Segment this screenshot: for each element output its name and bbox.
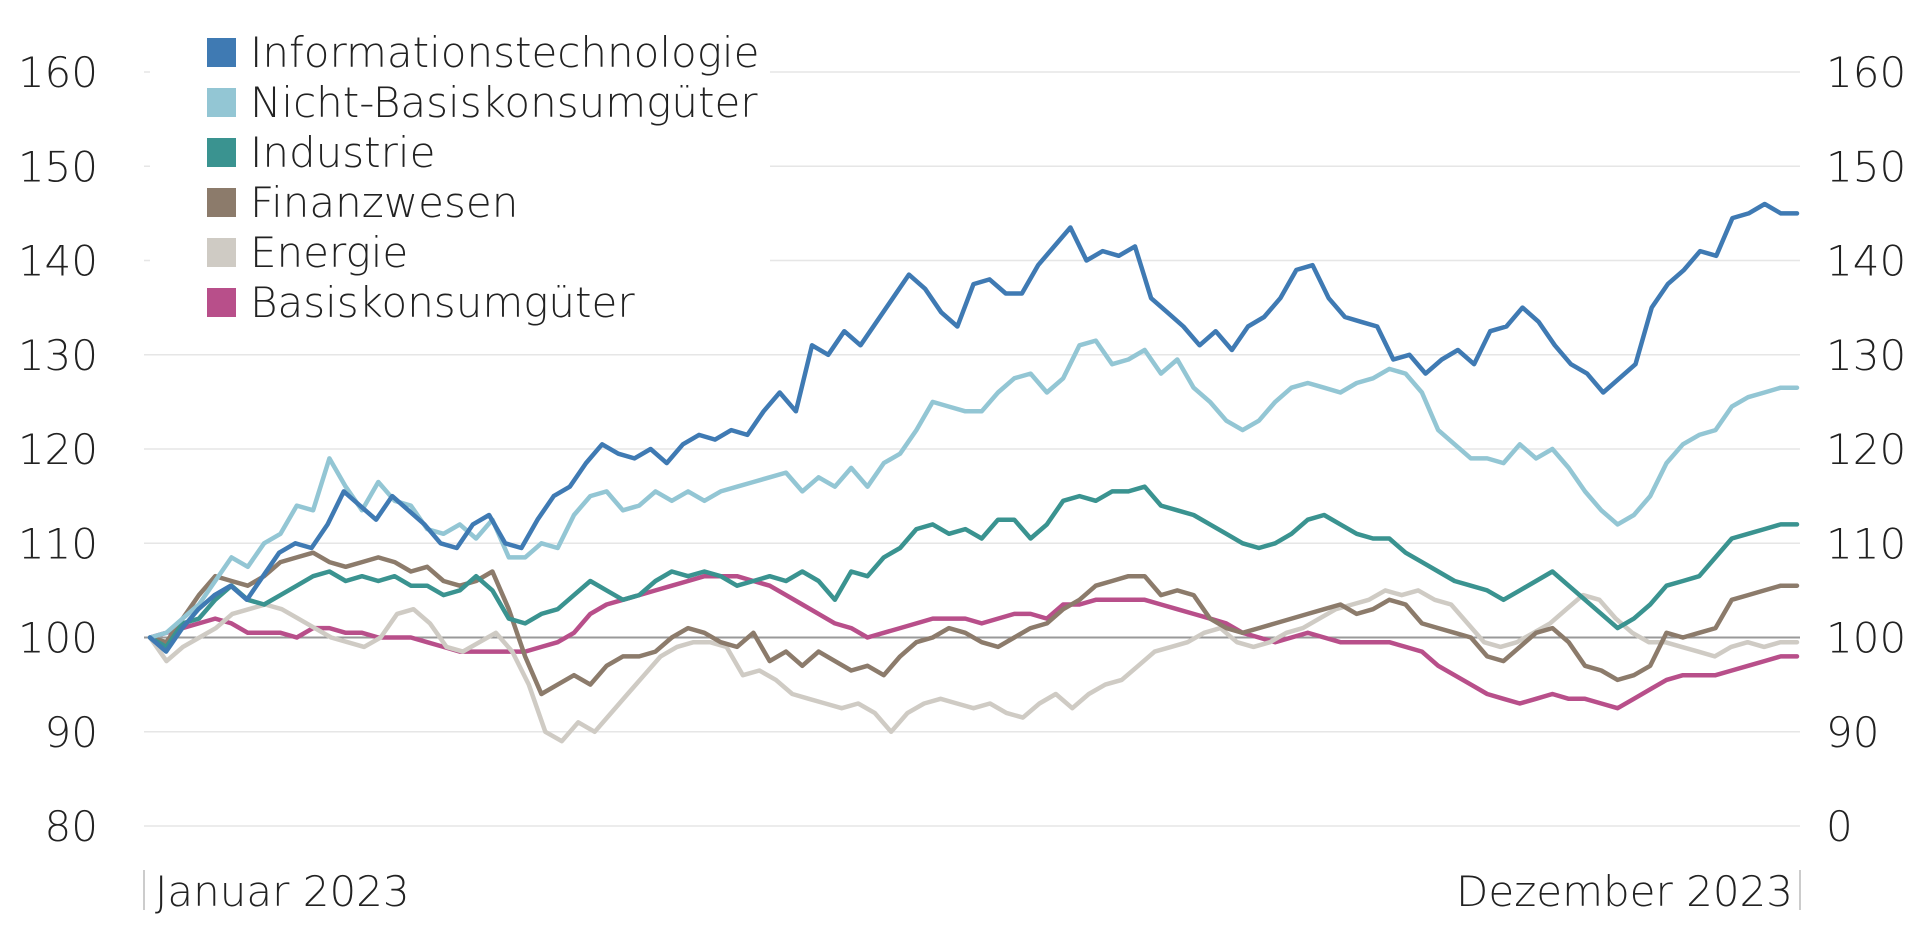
series-line-energie [147, 588, 1800, 744]
series-line-nicht-basiskonsumg-ter [147, 338, 1800, 640]
legend-label-energie: Energie [250, 228, 408, 277]
legend-label-basiskonsumg-ter: Basiskonsumgüter [250, 278, 635, 327]
legend-label-finanzwesen: Finanzwesen [250, 178, 518, 227]
legend-label-informationstechnologie: Informationstechnologie [250, 28, 759, 77]
right-tick-100: 100 [1826, 614, 1906, 663]
series-line-finanzwesen [147, 550, 1800, 697]
right-tick-150: 150 [1826, 142, 1906, 191]
legend-label-nicht-basiskonsumg-ter: Nicht-Basiskonsumgüter [250, 78, 758, 127]
x-label-end: Dezember 2023 [1456, 867, 1793, 916]
right-tick-140: 140 [1826, 237, 1906, 286]
left-tick-120: 120 [18, 425, 98, 474]
x-label-start: Januar 2023 [155, 867, 410, 916]
left-tick-150: 150 [18, 142, 98, 191]
series-line-basiskonsumg-ter [147, 573, 1800, 711]
right-tick-0: 0 [1826, 802, 1853, 851]
left-tick-80: 80 [45, 802, 98, 851]
series-line-industrie [147, 484, 1800, 650]
right-tick-110: 110 [1826, 519, 1906, 568]
legend-swatch-finanzwesen [207, 188, 236, 217]
legend: InformationstechnologieNicht-Basiskonsum… [150, 28, 770, 330]
left-axis: 80 90 100 110 120 130 140 150 160 [18, 48, 98, 851]
legend-swatch-industrie [207, 138, 236, 167]
right-tick-90: 90 [1826, 708, 1879, 757]
left-tick-110: 110 [18, 519, 98, 568]
legend-swatch-informationstechnologie [207, 38, 236, 67]
legend-swatch-nicht-basiskonsumg-ter [207, 88, 236, 117]
right-tick-120: 120 [1826, 425, 1906, 474]
series-lines [147, 201, 1800, 744]
left-tick-160: 160 [18, 48, 98, 97]
left-tick-100: 100 [18, 614, 98, 663]
right-tick-130: 130 [1826, 331, 1906, 380]
series-line-informationstechnologie [147, 201, 1800, 654]
legend-label-industrie: Industrie [250, 128, 435, 177]
left-tick-90: 90 [45, 708, 98, 757]
legend-swatch-energie [207, 238, 236, 267]
left-tick-140: 140 [18, 237, 98, 286]
right-tick-160: 160 [1826, 48, 1906, 97]
legend-swatch-basiskonsumg-ter [207, 288, 236, 317]
left-tick-130: 130 [18, 331, 98, 380]
right-axis: 0 90 100 110 120 130 140 150 160 [1826, 48, 1906, 851]
